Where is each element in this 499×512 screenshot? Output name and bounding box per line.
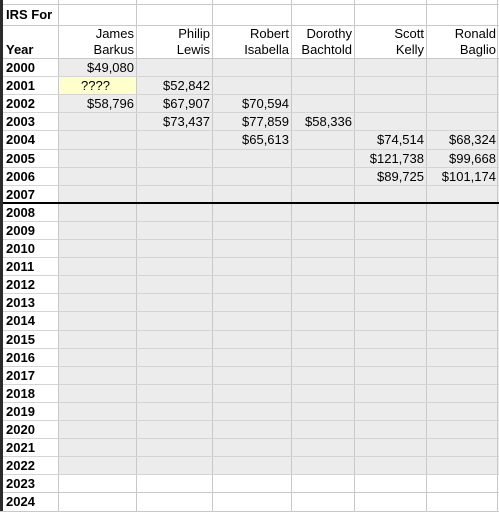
year-cell-2000[interactable]: 2000 bbox=[6, 60, 35, 75]
row-divider bbox=[0, 112, 499, 113]
year-cell-2001[interactable]: 2001 bbox=[6, 78, 35, 94]
column-divider bbox=[212, 0, 213, 511]
year-cell-2004[interactable]: 2004 bbox=[6, 132, 35, 148]
year-header[interactable]: Year bbox=[6, 42, 34, 57]
row-divider bbox=[0, 4, 499, 5]
header-lewis-last[interactable]: Lewis bbox=[176, 42, 210, 57]
year-cell-2022[interactable]: 2022 bbox=[6, 458, 35, 474]
header-bachtold-last[interactable]: Bachtold bbox=[301, 42, 352, 57]
value-cell-2004-isabella[interactable]: $65,613 bbox=[242, 132, 289, 148]
row-divider bbox=[0, 402, 499, 403]
column-divider bbox=[497, 0, 498, 511]
year-cell-2018[interactable]: 2018 bbox=[6, 385, 35, 401]
row-divider bbox=[0, 185, 499, 186]
row-divider bbox=[0, 311, 499, 312]
year-cell-2012[interactable]: 2012 bbox=[6, 277, 35, 293]
year-cell-2006[interactable]: 2006 bbox=[6, 168, 35, 184]
header-lewis-first[interactable]: Philip bbox=[178, 26, 210, 41]
value-cell-2006-baglio[interactable]: $101,174 bbox=[441, 168, 496, 184]
year-cell-2005[interactable]: 2005 bbox=[6, 150, 35, 166]
top-strip bbox=[0, 0, 499, 4]
row-divider bbox=[0, 149, 499, 150]
header-baglio-first[interactable]: Ronald bbox=[454, 26, 496, 41]
value-cell-2001-lewis[interactable]: $52,842 bbox=[163, 78, 210, 94]
title-cell[interactable]: IRS For bbox=[6, 7, 53, 22]
value-cell-2002-lewis[interactable]: $67,907 bbox=[163, 96, 210, 112]
year-cell-2013[interactable]: 2013 bbox=[6, 295, 35, 311]
header-bachtold-first[interactable]: Dorothy bbox=[306, 26, 352, 41]
row-divider bbox=[0, 293, 499, 294]
value-cell-2000-barkus[interactable]: $49,080 bbox=[87, 60, 134, 75]
year-cell-2010[interactable]: 2010 bbox=[6, 241, 35, 256]
value-cell-2005-baglio[interactable]: $99,668 bbox=[449, 150, 496, 166]
year-cell-2009[interactable]: 2009 bbox=[6, 222, 35, 238]
row-divider bbox=[0, 420, 499, 421]
year-cell-2019[interactable]: 2019 bbox=[6, 403, 35, 419]
year-cell-2021[interactable]: 2021 bbox=[6, 440, 35, 456]
year-cell-2015[interactable]: 2015 bbox=[6, 331, 35, 347]
row-divider bbox=[0, 94, 499, 95]
year-cell-2023[interactable]: 2023 bbox=[6, 476, 35, 492]
row-divider bbox=[0, 492, 499, 493]
row-divider bbox=[0, 257, 499, 258]
column-divider bbox=[426, 0, 427, 511]
row-header-edge bbox=[0, 0, 3, 511]
year-cell-2016[interactable]: 2016 bbox=[6, 349, 35, 365]
year-cell-2003[interactable]: 2003 bbox=[6, 114, 35, 130]
row-divider bbox=[0, 58, 499, 59]
row-divider bbox=[0, 130, 499, 131]
year-cell-2002[interactable]: 2002 bbox=[6, 96, 35, 112]
row-divider bbox=[0, 167, 499, 168]
year-cell-2007[interactable]: 2007 bbox=[6, 186, 35, 202]
year-cell-2011[interactable]: 2011 bbox=[6, 259, 35, 275]
value-cell-2004-baglio[interactable]: $68,324 bbox=[449, 132, 496, 148]
year-cell-2008[interactable]: 2008 bbox=[6, 204, 35, 220]
value-cell-2002-barkus[interactable]: $58,796 bbox=[87, 96, 134, 112]
row-divider bbox=[0, 348, 499, 349]
row-divider bbox=[0, 384, 499, 385]
column-divider bbox=[58, 0, 59, 511]
header-barkus-first[interactable]: James bbox=[95, 26, 134, 41]
row-divider bbox=[0, 221, 499, 222]
header-baglio-last[interactable]: Baglio bbox=[459, 42, 496, 57]
column-divider bbox=[354, 0, 355, 511]
header-kelly-last[interactable]: Kelly bbox=[395, 42, 424, 57]
value-cell-2003-isabella[interactable]: $77,859 bbox=[242, 114, 289, 130]
header-isabella-last[interactable]: Isabella bbox=[244, 42, 289, 57]
value-cell-2005-kelly[interactable]: $121,738 bbox=[369, 150, 424, 166]
column-divider bbox=[291, 0, 292, 511]
shaded-range bbox=[59, 59, 499, 476]
frozen-pane-divider bbox=[0, 202, 499, 204]
row-divider bbox=[0, 25, 499, 26]
header-isabella-first[interactable]: Robert bbox=[249, 26, 289, 41]
year-cell-2017[interactable]: 2017 bbox=[6, 367, 35, 383]
year-cell-2014[interactable]: 2014 bbox=[6, 313, 35, 329]
header-barkus-last[interactable]: Barkus bbox=[93, 42, 134, 57]
value-cell-2006-kelly[interactable]: $89,725 bbox=[377, 168, 424, 184]
value-cell-2003-lewis[interactable]: $73,437 bbox=[163, 114, 210, 130]
row-divider bbox=[0, 456, 499, 457]
row-divider bbox=[0, 76, 499, 77]
value-cell-2004-kelly[interactable]: $74,514 bbox=[377, 132, 424, 148]
value-cell-2001-barkus[interactable]: ???? bbox=[59, 77, 137, 96]
row-divider bbox=[0, 330, 499, 331]
row-divider bbox=[0, 366, 499, 367]
year-cell-2020[interactable]: 2020 bbox=[6, 422, 35, 437]
column-divider bbox=[136, 0, 137, 511]
year-cell-2024[interactable]: 2024 bbox=[6, 494, 35, 510]
row-divider bbox=[0, 438, 499, 439]
row-divider bbox=[0, 275, 499, 276]
value-cell-2003-bachtold[interactable]: $58,336 bbox=[305, 114, 352, 130]
row-divider bbox=[0, 474, 499, 475]
value-cell-2002-isabella[interactable]: $70,594 bbox=[242, 96, 289, 112]
header-kelly-first[interactable]: Scott bbox=[394, 26, 424, 41]
row-divider bbox=[0, 239, 499, 240]
